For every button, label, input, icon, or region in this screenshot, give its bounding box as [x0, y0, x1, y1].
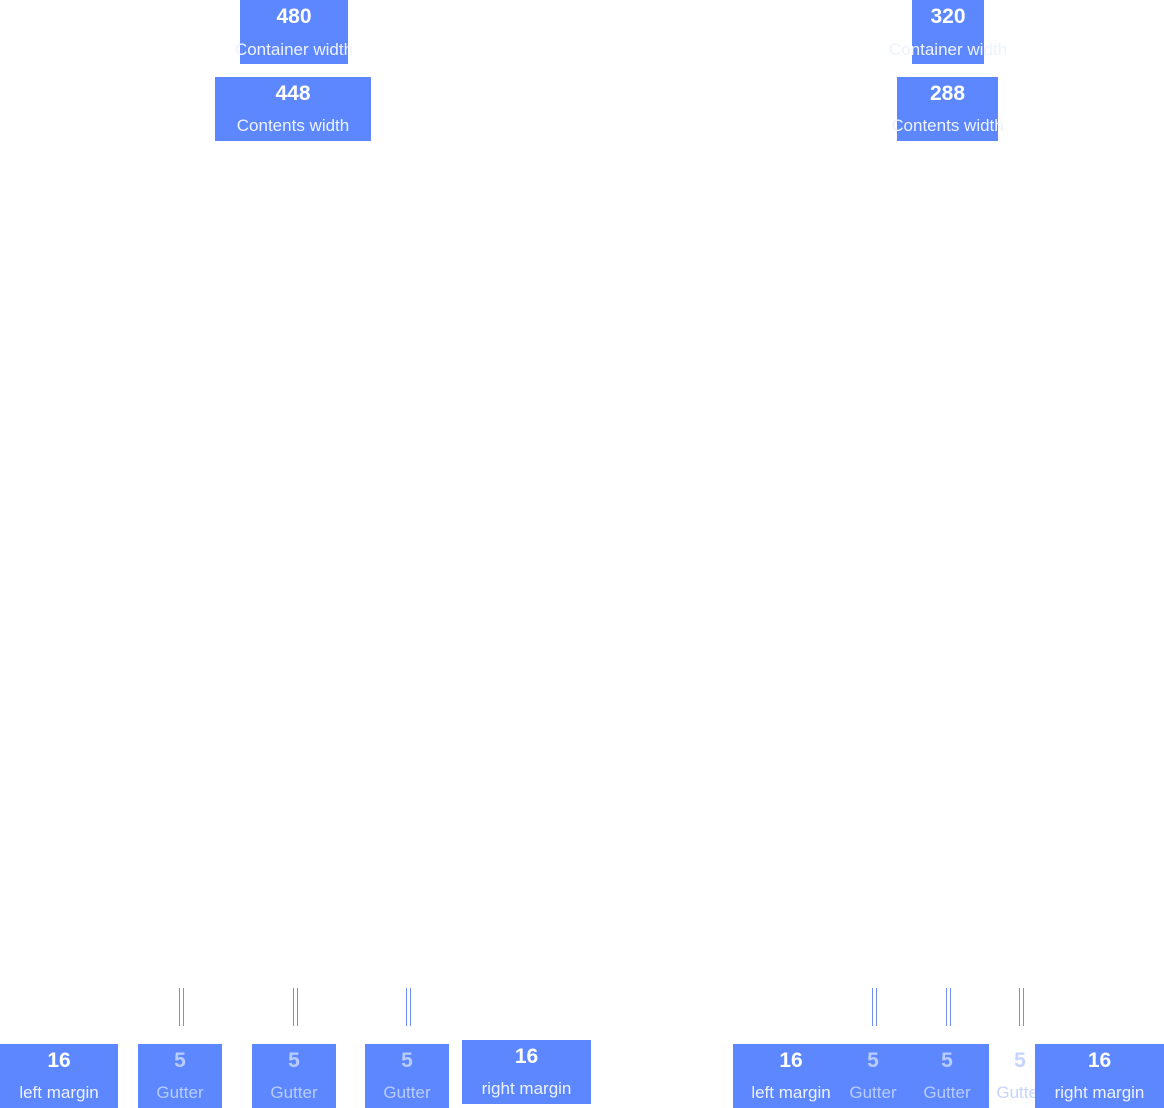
gutter-label: Gutter: [849, 1083, 897, 1102]
right-margin-value: 16: [1087, 1049, 1112, 1072]
gutter-box: 5 Gutter: [831, 1044, 915, 1108]
gutter-value: 5: [288, 1049, 300, 1072]
container-width-label: Container width: [234, 40, 354, 59]
gutter-label: Gutter: [156, 1083, 204, 1102]
gutter-tick: [872, 988, 877, 1026]
container-width-value: 480: [276, 5, 312, 28]
gutter-tick: [946, 988, 951, 1026]
gutter-tick: [179, 988, 184, 1026]
gutter-value: 5: [174, 1049, 186, 1072]
right-margin-box: 16 right margin: [1035, 1044, 1164, 1108]
container-width-320-box: 320 Container width: [889, 0, 1007, 64]
gutter-value: 5: [867, 1049, 879, 1072]
left-margin-box: 16 left margin: [733, 1044, 989, 1108]
right-margin-label: right margin: [481, 1079, 572, 1098]
contents-width-label: Contents width: [236, 116, 350, 135]
gutter-value: 5: [941, 1049, 953, 1072]
gutter-label: Gutter: [270, 1083, 318, 1102]
right-margin-label: right margin: [1054, 1083, 1145, 1102]
right-margin-value: 16: [514, 1045, 539, 1068]
gutter-box: 5 Gutter: [252, 1044, 336, 1108]
gutter-box: 5 Gutter: [978, 1044, 1062, 1108]
gutter-box: 5 Gutter: [138, 1044, 222, 1108]
left-margin-value: 16: [47, 1049, 71, 1072]
contents-width-label: Contents width: [891, 116, 1004, 135]
gutter-box: 5 Gutter: [365, 1044, 449, 1108]
gutter-value: 5: [1014, 1049, 1026, 1072]
left-margin-value: 16: [779, 1049, 803, 1072]
left-margin-box: 16 left margin: [0, 1044, 118, 1108]
left-margin-label: left margin: [751, 1083, 831, 1102]
container-width-480-box: 480 Container width: [235, 0, 353, 64]
left-margin-label: left margin: [19, 1083, 99, 1102]
right-margin-box: 16 right margin: [462, 1040, 591, 1104]
gutter-value: 5: [401, 1049, 413, 1072]
contents-width-value: 288: [929, 82, 966, 105]
gutter-label: Gutter: [383, 1083, 431, 1102]
container-width-value: 320: [930, 5, 966, 28]
contents-width-value: 448: [275, 82, 311, 105]
contents-width-288-box: 288 Contents width: [891, 77, 1004, 141]
gutter-tick: [293, 988, 298, 1026]
gutter-label: Gutter: [996, 1083, 1044, 1102]
gutter-tick: [1019, 988, 1024, 1026]
contents-width-448-box: 448 Contents width: [215, 77, 371, 141]
gutter-label: Gutter: [923, 1083, 971, 1102]
container-width-label: Container width: [888, 40, 1008, 59]
gutter-tick: [406, 988, 411, 1026]
gutter-box: 5 Gutter: [905, 1044, 989, 1108]
